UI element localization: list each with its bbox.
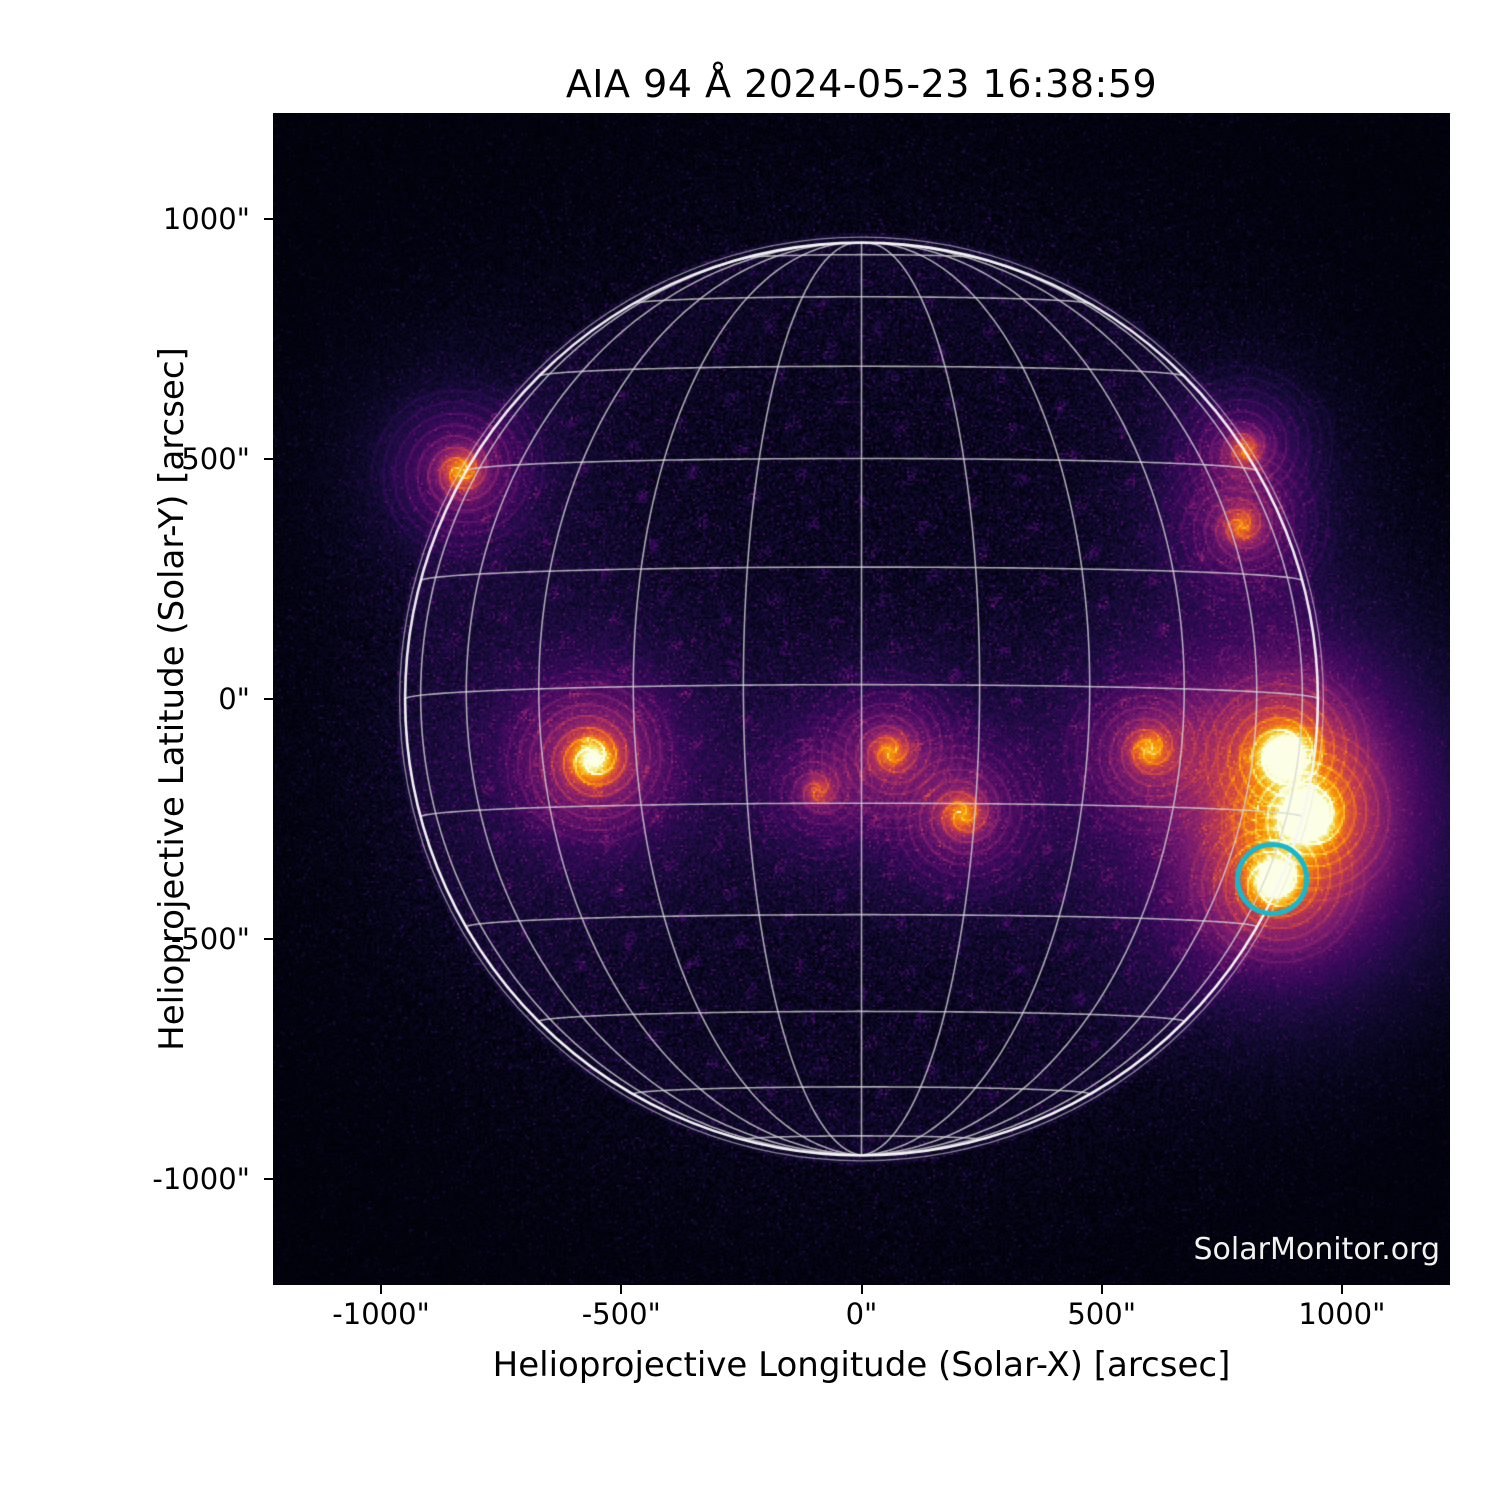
x-tick-label: -1000" bbox=[332, 1297, 430, 1331]
solarmonitor-watermark: SolarMonitor.org bbox=[1193, 1232, 1440, 1267]
x-tick-label: -500" bbox=[581, 1297, 661, 1331]
y-tick-label: 1000" bbox=[162, 201, 250, 236]
y-axis-label: Helioprojective Latitude (Solar-Y) [arcs… bbox=[152, 347, 192, 1051]
y-tick-label: -1000" bbox=[152, 1162, 250, 1197]
x-tick-label: 1000" bbox=[1298, 1297, 1386, 1331]
aia-94-solar-disk-canvas[interactable] bbox=[273, 113, 1450, 1285]
y-tick-mark bbox=[264, 1178, 273, 1181]
x-tick-mark bbox=[620, 1285, 623, 1294]
y-tick-label: 0" bbox=[218, 682, 250, 716]
x-tick-mark bbox=[1340, 1285, 1343, 1294]
x-tick-mark bbox=[380, 1285, 383, 1294]
x-axis-label: Helioprojective Longitude (Solar-X) [arc… bbox=[492, 1345, 1231, 1385]
y-tick-label: 500" bbox=[181, 441, 250, 476]
page-title: AIA 94 Å 2024-05-23 16:38:59 bbox=[565, 62, 1158, 106]
x-tick-label: 0" bbox=[845, 1297, 878, 1331]
x-tick-mark bbox=[1100, 1285, 1103, 1294]
solar-disk-image[interactable]: SolarMonitor.org bbox=[273, 113, 1450, 1285]
y-tick-mark bbox=[264, 217, 273, 220]
x-tick-mark bbox=[860, 1285, 863, 1294]
x-tick-label: 500" bbox=[1067, 1297, 1137, 1331]
y-tick-label: -500" bbox=[170, 922, 250, 957]
y-tick-mark bbox=[264, 938, 273, 941]
y-tick-mark bbox=[264, 457, 273, 460]
y-tick-mark bbox=[264, 698, 273, 700]
